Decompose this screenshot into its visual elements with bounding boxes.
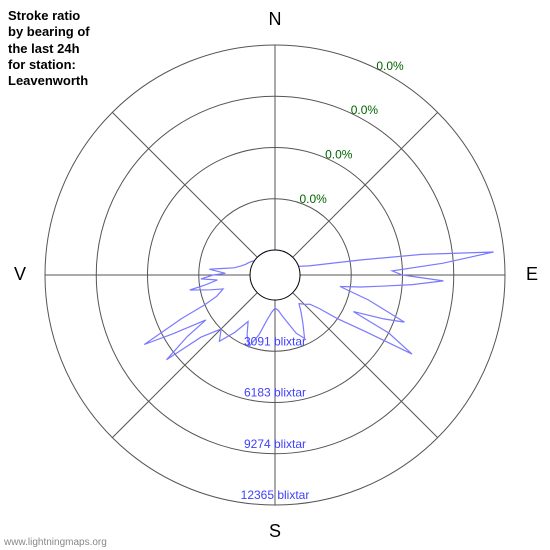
- svg-text:3091 blixtar: 3091 blixtar: [244, 334, 306, 348]
- stroke-rose: [144, 250, 493, 360]
- svg-text:S: S: [269, 521, 281, 541]
- svg-text:0.0%: 0.0%: [376, 59, 404, 73]
- svg-text:N: N: [269, 9, 282, 29]
- svg-text:9274 blixtar: 9274 blixtar: [244, 437, 306, 451]
- ring-labels-top: 0.0% 0.0% 0.0% 0.0%: [299, 59, 404, 206]
- svg-text:0.0%: 0.0%: [299, 192, 327, 206]
- svg-text:E: E: [526, 264, 538, 284]
- polar-chart: 0.0% 0.0% 0.0% 0.0% 3091 blixtar 6183 blixta…: [0, 0, 550, 550]
- svg-text:6183 blixtar: 6183 blixtar: [244, 386, 306, 400]
- center-hole: [250, 250, 300, 300]
- svg-text:0.0%: 0.0%: [325, 148, 353, 162]
- svg-text:12365 blixtar: 12365 blixtar: [241, 488, 310, 502]
- svg-text:V: V: [14, 264, 26, 284]
- svg-text:0.0%: 0.0%: [351, 103, 379, 117]
